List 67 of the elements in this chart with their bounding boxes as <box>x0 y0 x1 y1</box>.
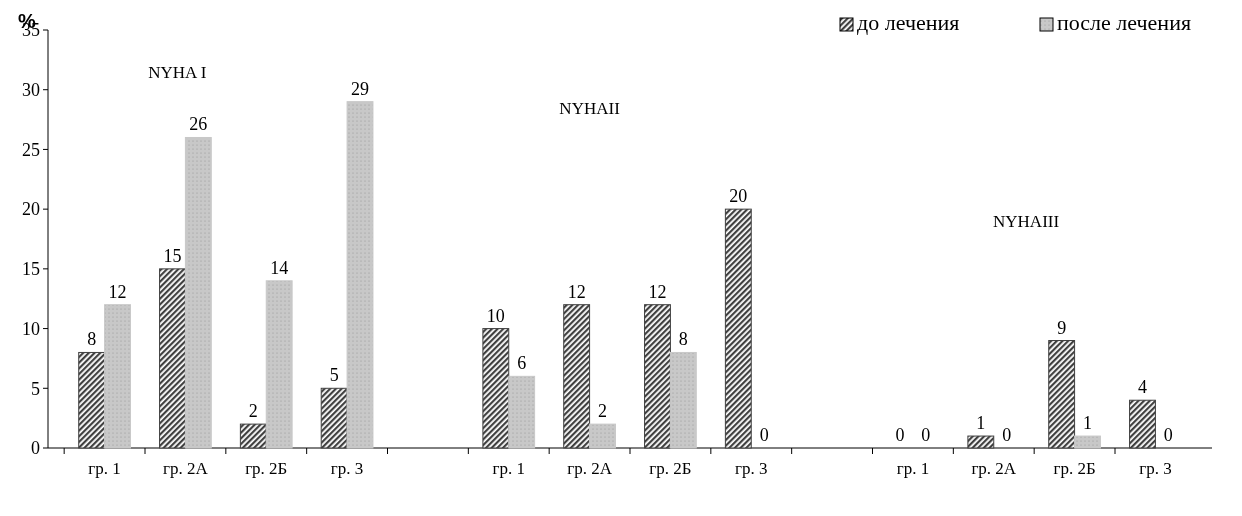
data-label: 6 <box>517 353 527 374</box>
bar <box>1129 399 1156 449</box>
x-tick-label: гр. 1 <box>896 459 930 478</box>
x-tick-label: гр. 3 <box>735 459 768 478</box>
x-tick-label: гр. 1 <box>492 459 525 478</box>
y-tick-label: 30 <box>22 80 40 101</box>
data-label: 0 <box>895 425 905 445</box>
bar <box>346 101 374 449</box>
x-tick-label: гр. 3 <box>1139 459 1172 478</box>
x-tick-label: гр. 2Б <box>649 459 692 478</box>
annotation: NYHAII <box>559 98 621 118</box>
y-tick-label: 20 <box>22 199 40 220</box>
bar <box>669 351 697 449</box>
bar <box>482 328 510 449</box>
data-label: 1 <box>1083 413 1093 434</box>
x-tick-label: гр. 2Б <box>245 459 288 478</box>
data-label: 0 <box>759 425 769 445</box>
data-label: 1 <box>976 413 986 434</box>
x-tick-label: гр. 2А <box>163 459 209 478</box>
bar <box>563 304 591 449</box>
y-tick-label: 0 <box>31 438 40 459</box>
bar <box>104 304 131 449</box>
data-label: 5 <box>329 365 339 386</box>
x-tick-label: гр. 3 <box>330 459 364 478</box>
x-tick-label: гр. 2А <box>971 459 1017 478</box>
y-tick-label: 5 <box>31 378 40 399</box>
data-label: 10 <box>486 305 505 326</box>
data-label: 8 <box>87 329 97 350</box>
data-label: 20 <box>729 186 748 207</box>
data-label: 0 <box>1163 425 1173 445</box>
data-label: 2 <box>248 401 258 422</box>
bar <box>967 435 995 449</box>
data-label: 4 <box>1137 377 1147 398</box>
x-tick-label: гр. 1 <box>88 459 121 478</box>
data-label: 12 <box>648 281 667 302</box>
y-tick-label: 15 <box>22 259 40 280</box>
y-tick-label: 10 <box>22 318 40 339</box>
bar <box>724 208 752 449</box>
bar <box>239 423 267 449</box>
data-label: 14 <box>270 257 289 278</box>
data-label: 9 <box>1057 317 1067 338</box>
x-tick-label: гр. 2Б <box>1053 459 1096 478</box>
y-tick-label: 25 <box>22 139 40 160</box>
annotation: NYHAIII <box>993 212 1060 232</box>
bar <box>508 375 536 449</box>
bar <box>1074 435 1101 449</box>
bar <box>78 351 106 449</box>
data-label: 0 <box>1002 425 1012 445</box>
annotation: NYHA I <box>148 62 207 82</box>
legend-label: после лечения <box>1057 10 1192 35</box>
bar <box>589 423 616 449</box>
bar <box>644 304 671 449</box>
bar <box>320 387 348 449</box>
bar <box>184 136 212 449</box>
x-tick-label: гр. 2А <box>567 459 613 478</box>
bar <box>265 280 293 449</box>
data-label: 0 <box>921 425 931 445</box>
bar <box>1048 340 1076 449</box>
legend-label: до лечения <box>857 10 960 35</box>
data-label: 12 <box>567 281 586 302</box>
data-label: 26 <box>189 114 208 135</box>
data-label: 12 <box>108 281 127 302</box>
bar <box>159 268 186 449</box>
data-label: 15 <box>163 245 182 266</box>
data-label: 29 <box>351 78 370 99</box>
data-label: 2 <box>598 401 608 422</box>
data-label: 8 <box>678 329 688 350</box>
